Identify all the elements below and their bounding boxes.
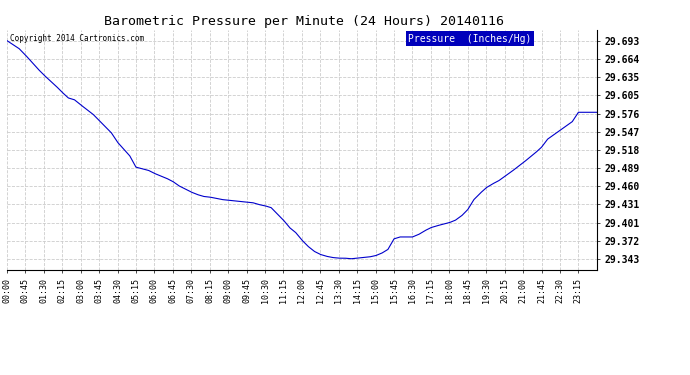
Text: Copyright 2014 Cartronics.com: Copyright 2014 Cartronics.com — [10, 34, 144, 43]
Text: Pressure  (Inches/Hg): Pressure (Inches/Hg) — [408, 34, 531, 44]
Text: Barometric Pressure per Minute (24 Hours) 20140116: Barometric Pressure per Minute (24 Hours… — [104, 15, 504, 28]
